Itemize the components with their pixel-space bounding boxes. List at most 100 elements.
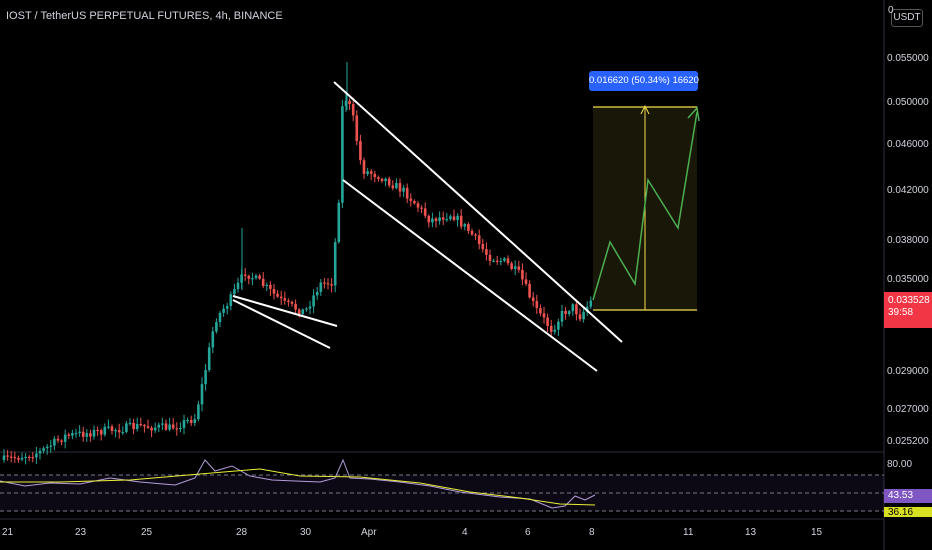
candle-body (380, 178, 384, 182)
candle-body (74, 433, 78, 435)
candle-body (409, 198, 413, 201)
candle-body (63, 434, 67, 442)
candle-body (355, 115, 359, 142)
projection-path (592, 111, 698, 301)
projection-arrowhead (687, 106, 700, 122)
time-tick: Apr (361, 527, 377, 538)
candle-body (431, 218, 434, 223)
bar-countdown: 39:58 (888, 307, 914, 318)
candle-body (99, 430, 103, 435)
candle-body (265, 284, 269, 287)
candle-body (348, 100, 351, 105)
price-tick: 0.027000 (887, 404, 929, 415)
currency-button[interactable]: USDT (891, 9, 923, 27)
candle-body (549, 325, 553, 332)
candle-body (297, 309, 301, 315)
candle-body (53, 438, 56, 446)
candle-body (470, 230, 474, 235)
rsi-line (0, 458, 596, 509)
candle-body (456, 215, 459, 221)
candle-body (186, 420, 189, 422)
candle-body (377, 177, 380, 179)
candle-body (290, 301, 294, 304)
candle-body (171, 424, 175, 429)
candle-body (362, 160, 366, 175)
candle-body (582, 311, 585, 320)
candle-body (222, 308, 225, 313)
candle-body (287, 300, 290, 302)
candle-body (132, 422, 135, 430)
candle-body (485, 249, 488, 255)
candle-body (553, 329, 557, 332)
measure-label[interactable]: 0.016620 (50.34%) 16620 (589, 71, 699, 91)
candle-body (24, 456, 27, 459)
candle-body (344, 100, 348, 107)
candle-body (305, 308, 308, 310)
candle-body (71, 433, 74, 436)
price-tick: 0.042000 (887, 185, 929, 196)
candle-body (420, 207, 423, 209)
candle-body (567, 311, 571, 314)
candle-body (315, 291, 319, 296)
last-price-tag: 0.033528 39:58 (884, 292, 932, 328)
candle-body (81, 431, 85, 437)
candle-body (193, 419, 197, 424)
price-tick: 0.029000 (887, 366, 929, 377)
candle-body (571, 304, 575, 312)
trend-line (232, 295, 338, 327)
candle-body (391, 185, 395, 189)
candle-body (13, 456, 17, 459)
candle-body (438, 217, 441, 222)
candle-body (2, 455, 6, 460)
rsi-level-80: 80.00 (887, 459, 913, 470)
candle-body (121, 431, 125, 434)
candle-body (6, 455, 9, 457)
candle-body (49, 445, 53, 447)
candle-body (366, 171, 369, 175)
candle-body (150, 427, 153, 431)
candle-body (359, 141, 362, 161)
candle-body (449, 216, 452, 220)
candle-body (369, 171, 373, 174)
candle-body (38, 450, 42, 454)
price-tick: 0.025200 (887, 436, 929, 447)
candle-body (445, 219, 449, 221)
time-tick: 21 (2, 527, 14, 538)
candle-body (463, 224, 467, 227)
candle-body (110, 426, 114, 431)
candle-body (128, 422, 132, 425)
candle-body (117, 430, 121, 433)
candle-body (495, 260, 499, 262)
rsi-ma-value-tag: 36.16 (884, 507, 932, 517)
candle-body (506, 258, 510, 264)
measure-arrowhead (640, 104, 650, 115)
price-tick: 0.046000 (887, 139, 929, 150)
candle-body (211, 331, 215, 348)
candle-body (528, 283, 531, 298)
candle-body (135, 424, 139, 430)
candle-body (251, 278, 254, 280)
candle-body (398, 183, 402, 192)
time-tick: 8 (589, 527, 595, 538)
candle-body (441, 217, 445, 220)
candle-body (413, 200, 416, 204)
candle-body (189, 420, 193, 424)
candle-body (114, 430, 117, 432)
candle-body (247, 275, 251, 279)
candle-body (143, 424, 146, 427)
candle-body (423, 208, 427, 216)
time-tick: 6 (525, 527, 531, 538)
candle-body (395, 183, 398, 189)
candle-body (333, 242, 337, 286)
candle-body (182, 420, 186, 428)
candle-body (427, 215, 431, 223)
candle-body (225, 306, 229, 309)
candle-body (67, 434, 71, 436)
candle-body (589, 300, 593, 307)
candle-body (564, 310, 567, 314)
candle-body (85, 433, 89, 437)
candle-body (161, 423, 164, 425)
candle-body (319, 282, 323, 292)
candle-body (272, 288, 276, 294)
